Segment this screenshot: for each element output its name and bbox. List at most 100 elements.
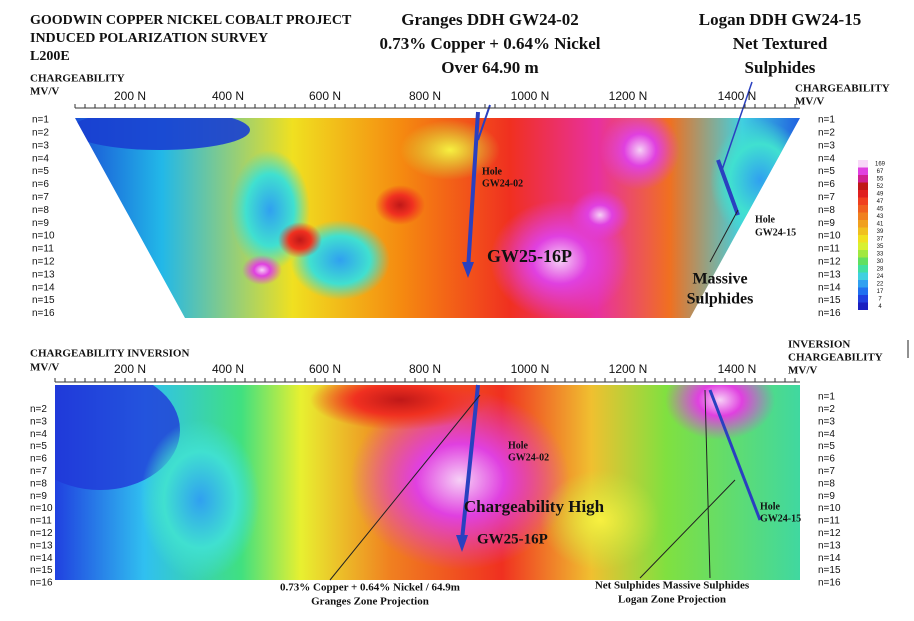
scale-label: 39	[877, 229, 884, 235]
scale-label: 7	[878, 296, 882, 302]
station-label: 600 N	[309, 362, 341, 376]
footnote: Net Sulphides Massive Sulphides	[595, 580, 750, 592]
level-label: n=2	[32, 128, 49, 139]
annotation: GW24-02	[508, 452, 549, 463]
level-label: n=1	[32, 115, 49, 126]
projection-line	[639, 479, 736, 579]
drill-trace	[716, 159, 740, 216]
scale-swatch	[858, 220, 868, 228]
station-label: 1000 N	[511, 89, 550, 103]
level-label: n=10	[818, 231, 841, 242]
annotation: GW25-16P	[487, 246, 572, 266]
level-label: n=10	[30, 503, 53, 514]
level-label: n=11	[32, 244, 54, 255]
level-label: n=5	[30, 441, 47, 452]
level-label: n=15	[32, 295, 55, 306]
level-label: n=2	[818, 128, 835, 139]
level-label: n=11	[818, 244, 840, 255]
drill-trace	[466, 111, 480, 271]
level-label: n=2	[30, 404, 47, 415]
station-label: 1200 N	[609, 362, 648, 376]
axis-label: INVERSION	[788, 339, 850, 351]
level-label: n=13	[818, 540, 841, 551]
scale-swatch	[858, 250, 868, 258]
scale-label: 47	[877, 199, 884, 205]
level-label: n=11	[30, 516, 52, 527]
scale-swatch	[858, 235, 868, 243]
callout: 0.73% Copper + 0.64% Nickel	[380, 34, 601, 53]
level-label: n=12	[818, 528, 841, 539]
scale-swatch	[858, 182, 868, 190]
scale-label: 28	[877, 266, 884, 272]
level-label: n=14	[30, 553, 53, 564]
annotation: GW24-15	[755, 227, 796, 238]
level-label: n=3	[32, 140, 49, 151]
arrow-head	[462, 262, 474, 278]
level-label: n=8	[30, 478, 47, 489]
level-label: n=13	[32, 269, 55, 280]
annotation: Sulphides	[687, 291, 754, 308]
scale-label: 41	[877, 221, 884, 227]
level-label: n=16	[818, 578, 841, 589]
station-label: 1400 N	[718, 362, 757, 376]
scale-swatch	[858, 257, 868, 265]
scale-label: 43	[877, 214, 884, 220]
level-label: n=10	[32, 231, 55, 242]
station-label: 400 N	[212, 362, 244, 376]
callout: Logan DDH GW24-15	[699, 10, 861, 29]
arrow-head	[456, 535, 468, 552]
level-label: n=13	[30, 540, 53, 551]
level-label: n=15	[30, 565, 53, 576]
scale-label: 45	[877, 206, 884, 212]
level-label: n=8	[32, 205, 49, 216]
scale-label: 37	[877, 236, 884, 242]
pseudosection	[75, 118, 800, 318]
level-label: n=7	[32, 192, 49, 203]
projection-line	[704, 389, 711, 579]
callout: Over 64.90 m	[441, 58, 538, 77]
callout: Net Textured	[733, 34, 828, 53]
axis-label: CHARGEABILITY	[30, 73, 125, 85]
level-label: n=5	[818, 441, 835, 452]
drill-trace	[708, 389, 762, 521]
scale-swatch	[858, 175, 868, 183]
footnote: Granges Zone Projection	[311, 596, 429, 608]
annotation: GW24-02	[482, 178, 523, 189]
level-label: n=8	[818, 205, 835, 216]
station-label: 1000 N	[511, 362, 550, 376]
leader	[477, 104, 491, 141]
title: INDUCED POLARIZATION SURVEY	[30, 31, 268, 46]
projection-line	[329, 394, 481, 581]
station-label: 1400 N	[718, 89, 757, 103]
level-label: n=10	[818, 503, 841, 514]
level-label: n=4	[32, 153, 49, 164]
level-label: n=5	[32, 166, 49, 177]
annotation: Hole	[755, 214, 776, 225]
scale-swatch	[858, 265, 868, 273]
level-label: n=1	[818, 392, 835, 403]
level-label: n=12	[818, 257, 841, 268]
axis-label: MV/V	[30, 86, 59, 98]
scale-swatch	[858, 302, 868, 310]
annotation: Hole	[482, 166, 503, 177]
scale-swatch	[858, 227, 868, 235]
level-label: n=7	[818, 466, 835, 477]
level-label: n=4	[30, 429, 47, 440]
axis-label: MV/V	[788, 365, 817, 377]
scale-label: 24	[877, 274, 884, 280]
axis-label: MV/V	[795, 96, 824, 108]
footnote: 0.73% Copper + 0.64% Nickel / 64.9m	[280, 582, 460, 594]
axis-label: MV/V	[30, 362, 59, 374]
scale-swatch	[858, 212, 868, 220]
level-label: n=4	[818, 429, 835, 440]
level-label: n=2	[818, 404, 835, 415]
axis-label: CHARGEABILITY INVERSION	[30, 348, 189, 360]
annotation: Hole	[760, 501, 781, 512]
scale-swatch	[858, 280, 868, 288]
station-label: 400 N	[212, 89, 244, 103]
scale-swatch	[858, 287, 868, 295]
scale-label: 4	[878, 304, 882, 310]
scale-swatch	[858, 205, 868, 213]
scale-label: 17	[877, 289, 884, 295]
station-label: 800 N	[409, 362, 441, 376]
